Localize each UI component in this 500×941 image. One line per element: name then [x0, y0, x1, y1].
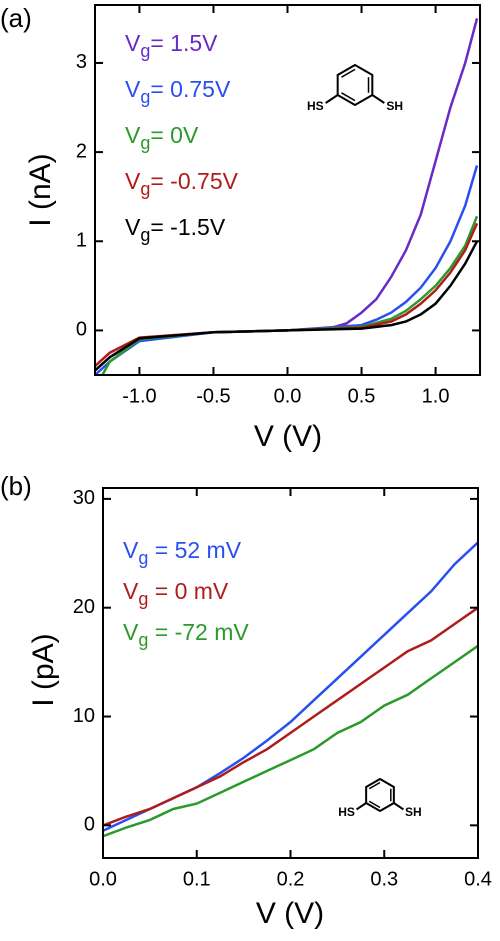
data-line	[95, 165, 479, 375]
y-axis-label: I (pA)	[27, 633, 60, 706]
y-tick-label: 2	[76, 140, 87, 162]
y-axis-label: I (nA)	[24, 153, 57, 226]
legend-entry: Vg = 0 mV	[123, 578, 229, 609]
x-tick-label: 0.1	[183, 868, 211, 890]
x-tick-label: 0.3	[370, 868, 398, 890]
molecule-label: SH	[386, 99, 403, 113]
legend-entry: Vg = -72 mV	[123, 619, 249, 650]
legend-entry: Vg = 52 mV	[123, 537, 242, 568]
data-line	[103, 606, 478, 827]
ring	[365, 777, 395, 813]
double-bond	[368, 781, 381, 790]
x-tick-label: -1.0	[122, 385, 156, 407]
x-tick-label: 1.0	[422, 385, 450, 407]
x-tick-label: 0.0	[274, 385, 302, 407]
legend-entry: Vg= 0.75V	[125, 76, 231, 107]
data-line	[95, 18, 479, 372]
molecule-label: SH	[405, 805, 422, 819]
bond	[325, 94, 339, 104]
bond	[393, 802, 405, 811]
y-tick-label: 0	[76, 319, 87, 341]
legend-entry: Vg= -0.75V	[125, 168, 239, 199]
x-tick-label: 0.2	[277, 868, 305, 890]
x-axis-label: V (V)	[256, 897, 324, 930]
data-line	[103, 644, 478, 838]
molecule-label: HS	[338, 805, 355, 819]
double-bond	[368, 800, 381, 809]
bond	[355, 802, 367, 811]
panel-label: (b)	[0, 471, 32, 501]
y-tick-label: 3	[76, 51, 87, 73]
y-tick-label: 1	[76, 230, 87, 252]
y-tick-label: 10	[73, 705, 95, 727]
panel-label: (a)	[0, 3, 32, 33]
x-tick-label: 0.5	[348, 385, 376, 407]
y-tick-label: 20	[73, 596, 95, 618]
molecule: HS SH	[307, 63, 403, 113]
y-tick-label: 0	[84, 814, 95, 836]
x-tick-label: -0.5	[196, 385, 230, 407]
x-tick-label: 0.0	[89, 868, 117, 890]
data-line	[95, 222, 479, 368]
molecule: HS SH	[338, 777, 422, 819]
bond	[371, 94, 385, 104]
legend-entry: Vg= 0V	[125, 122, 199, 153]
ring	[336, 63, 374, 107]
data-line	[95, 240, 479, 372]
y-tick-label: 30	[73, 487, 95, 509]
x-axis-label: V (V)	[254, 420, 322, 453]
legend-entry: Vg= 1.5V	[125, 30, 218, 61]
double-bond	[341, 92, 356, 102]
data-line	[101, 215, 479, 375]
molecule-label: HS	[307, 99, 324, 113]
legend-entry: Vg= -1.5V	[125, 214, 226, 245]
x-tick-label: 0.4	[464, 868, 492, 890]
double-bond	[341, 68, 356, 78]
